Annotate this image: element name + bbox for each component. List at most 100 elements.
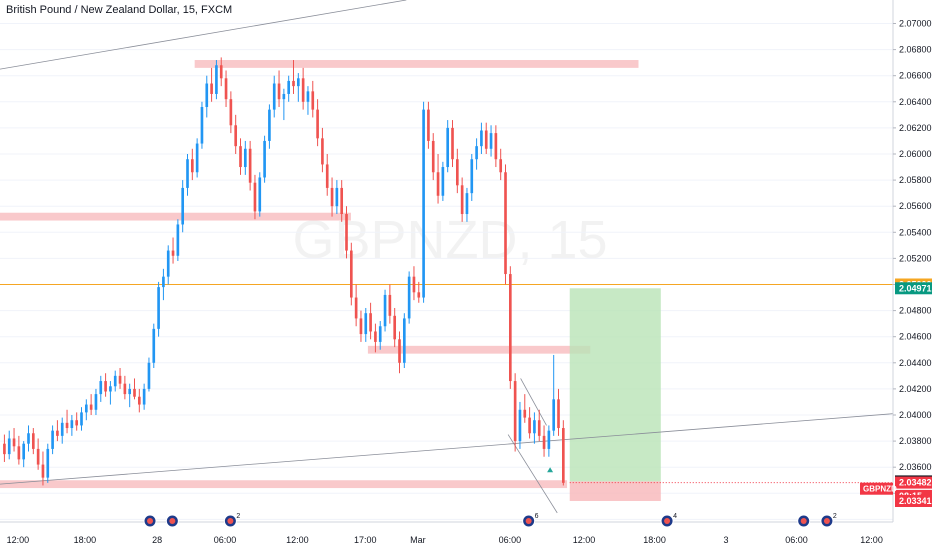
candle	[3, 434, 6, 462]
candle	[427, 101, 430, 149]
candle-body	[494, 133, 498, 160]
candle	[104, 373, 107, 397]
candle-body	[128, 388, 132, 395]
candle	[378, 321, 382, 350]
price-label-last-price: 2.03482	[895, 476, 932, 489]
x-tick-label: 12:00	[286, 535, 309, 545]
candle	[402, 313, 406, 369]
candle	[190, 148, 194, 181]
candle-body	[109, 386, 112, 392]
candle	[84, 399, 88, 421]
event-gbp	[143, 514, 157, 528]
candle-body	[258, 177, 262, 212]
candle-body	[393, 315, 397, 340]
candle-body	[12, 438, 16, 447]
candle-body	[349, 250, 353, 298]
candle-body	[157, 287, 160, 329]
candle	[345, 206, 348, 259]
y-tick-label: 2.06200	[899, 123, 932, 133]
candle	[166, 245, 170, 285]
candle-body	[296, 78, 300, 87]
price-label-stop: 2.03341	[895, 494, 932, 507]
candle	[210, 67, 213, 102]
candle	[374, 323, 377, 353]
trendline-channel-bottom	[507, 434, 558, 514]
candle	[451, 120, 454, 168]
candle	[272, 75, 276, 118]
candle	[398, 331, 401, 374]
candle	[27, 425, 30, 452]
candle	[369, 302, 372, 340]
y-tick-label: 2.04200	[899, 384, 932, 394]
candle-body	[41, 464, 45, 478]
candle	[542, 425, 546, 457]
candle-body	[489, 133, 493, 149]
candle-body	[383, 294, 387, 327]
candle	[513, 373, 517, 452]
candle-body	[335, 187, 339, 207]
flag-icon-center	[147, 518, 154, 524]
candle-body	[195, 143, 199, 173]
price-label-text: 2.03482	[899, 478, 932, 488]
candle-body	[499, 159, 503, 173]
candle-body	[325, 164, 329, 188]
x-tick-label: 17:00	[354, 535, 377, 545]
candle	[460, 177, 464, 222]
y-tick-label: 2.04800	[899, 306, 932, 316]
candle-body	[287, 80, 291, 94]
event-count: 4	[673, 513, 677, 520]
candle	[431, 133, 435, 181]
candle-body	[552, 399, 556, 431]
candle-body	[200, 107, 204, 144]
candle	[157, 281, 160, 337]
flag-icon-center	[169, 518, 176, 524]
candle-body	[46, 448, 50, 478]
x-tick-label: 28	[152, 535, 162, 545]
candle	[393, 307, 397, 348]
candle	[292, 60, 295, 94]
candle-body	[60, 422, 64, 436]
y-tick-label: 2.05600	[899, 201, 932, 211]
candle-body	[205, 83, 209, 108]
zone-resistance-top	[194, 60, 639, 68]
candle-body	[321, 138, 324, 165]
flag-icon-center	[664, 518, 671, 524]
event-gbp-late	[797, 514, 811, 528]
candle	[41, 451, 45, 486]
candle-body	[282, 93, 286, 100]
candle	[480, 122, 483, 154]
candle	[311, 80, 315, 118]
y-tick-label: 2.07000	[899, 18, 932, 28]
candle	[359, 310, 363, 342]
candle-body	[166, 250, 170, 277]
trendline-channel-top	[520, 378, 547, 426]
price-label-bg	[895, 282, 932, 295]
candle	[152, 323, 156, 369]
candle-body	[104, 381, 107, 392]
candle-body	[340, 187, 344, 215]
trendline-upper-trend	[0, 0, 407, 70]
candle	[407, 271, 411, 324]
candle-body	[417, 292, 421, 298]
candle-body	[460, 185, 464, 215]
candle	[489, 125, 493, 157]
candle-body	[484, 130, 488, 149]
event-gbp-6: 6	[522, 513, 539, 528]
y-tick-label: 2.06800	[899, 45, 932, 55]
candle-body	[65, 422, 69, 429]
candle	[258, 172, 262, 217]
candle	[224, 70, 228, 108]
candle-body	[272, 83, 276, 110]
candle	[470, 153, 474, 201]
candle-body	[436, 172, 440, 196]
candle	[354, 284, 358, 327]
candle	[417, 281, 421, 303]
price-label-bg	[895, 494, 932, 507]
candle-body	[475, 146, 478, 160]
candle-body	[470, 159, 474, 194]
candle-body	[277, 83, 281, 100]
candle-body	[446, 127, 450, 168]
candle	[523, 394, 527, 423]
candle-body	[253, 182, 257, 212]
